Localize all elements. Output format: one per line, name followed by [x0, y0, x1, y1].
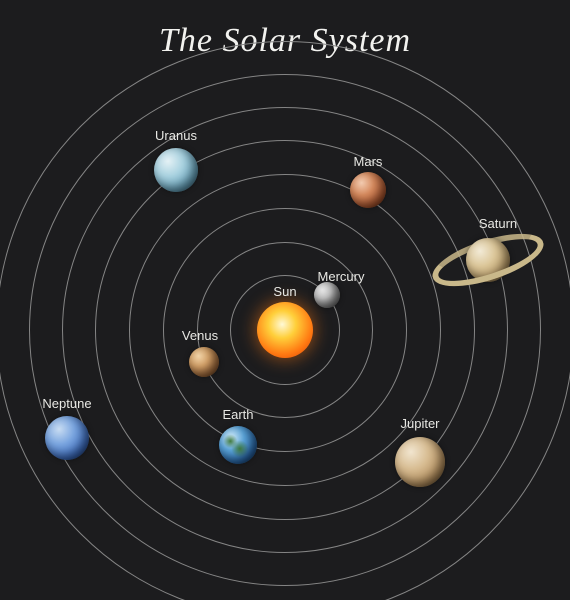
planet-label-jupiter: Jupiter: [385, 416, 455, 431]
planet-label-neptune: Neptune: [32, 396, 102, 411]
planet-mars: [350, 172, 386, 208]
sun-label: Sun: [265, 284, 305, 299]
planet-label-uranus: Uranus: [141, 128, 211, 143]
planet-uranus: [154, 148, 198, 192]
sun: [257, 302, 313, 358]
planet-label-earth: Earth: [203, 407, 273, 422]
planet-label-saturn: Saturn: [463, 216, 533, 231]
planet-mercury: [314, 282, 340, 308]
planet-jupiter: [395, 437, 445, 487]
planet-earth: [219, 426, 257, 464]
planet-label-mercury: Mercury: [306, 269, 376, 284]
planet-label-venus: Venus: [165, 328, 235, 343]
planet-venus: [189, 347, 219, 377]
solar-system-diagram: The Solar System SunMercuryVenusEarthMar…: [0, 0, 570, 600]
planet-label-mars: Mars: [333, 154, 403, 169]
planet-neptune: [45, 416, 89, 460]
